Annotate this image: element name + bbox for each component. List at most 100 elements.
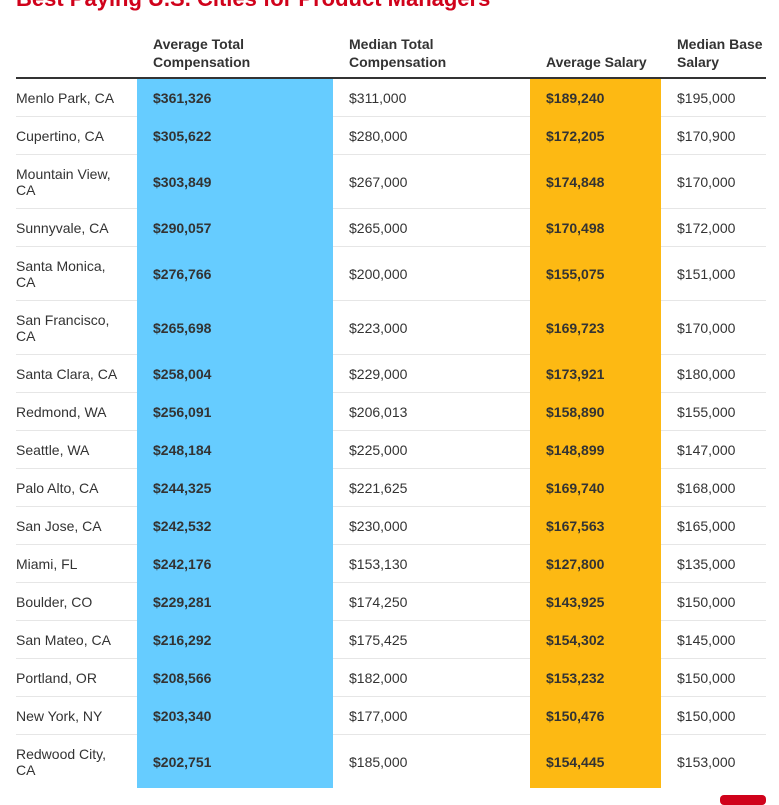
city-cell: Seattle, WA bbox=[16, 430, 137, 469]
table-row: Boulder, CO $229,281 $174,250 $143,925 $150,… bbox=[16, 582, 766, 621]
value-cell: $203,340 bbox=[137, 696, 333, 735]
value-cell: $256,091 bbox=[137, 392, 333, 431]
value-cell: $174,848 bbox=[530, 154, 661, 209]
value-cell: $154,302 bbox=[530, 620, 661, 659]
value-cell: $165,000 bbox=[661, 506, 766, 545]
value-cell: $303,849 bbox=[137, 154, 333, 209]
value-cell: $244,325 bbox=[137, 468, 333, 507]
value-cell: $180,000 bbox=[661, 354, 766, 393]
value-cell: $248,184 bbox=[137, 430, 333, 469]
value-cell: $177,000 bbox=[333, 696, 530, 735]
table-row: Palo Alto, CA $244,325 $221,625 $169,740 $16… bbox=[16, 468, 766, 507]
value-cell: $216,292 bbox=[137, 620, 333, 659]
value-cell: $290,057 bbox=[137, 208, 333, 247]
value-cell: $185,000 bbox=[349, 753, 408, 770]
value-cell: $143,925 bbox=[530, 582, 661, 621]
salary-table: Average Total Compensation Median Total C… bbox=[16, 35, 766, 788]
city-cell: Santa Clara, CA bbox=[16, 354, 137, 393]
city-cell: Portland, OR bbox=[16, 658, 137, 697]
value-cell: $135,000 bbox=[661, 544, 766, 583]
value-cell: $150,000 bbox=[661, 658, 766, 697]
value-cell: $276,766 bbox=[137, 246, 333, 301]
value-cell: $206,013 bbox=[333, 392, 530, 431]
table-row: San Mateo, CA $216,292 $175,425 $154,302 $14… bbox=[16, 620, 766, 659]
city-cell: Boulder, CO bbox=[16, 582, 137, 621]
city-cell: Palo Alto, CA bbox=[16, 468, 137, 507]
table-row: Cupertino, CA $305,622 $280,000 $172,205 $17… bbox=[16, 116, 766, 155]
value-cell: $150,000 bbox=[661, 582, 766, 621]
value-cell: $167,563 bbox=[530, 506, 661, 545]
value-cell: $153,130 bbox=[333, 544, 530, 583]
value-cell: $170,900 bbox=[661, 116, 766, 155]
value-cell: $170,000 bbox=[661, 300, 766, 355]
value-cell: $150,000 bbox=[661, 696, 766, 735]
value-cell: $155,000 bbox=[661, 392, 766, 431]
value-cell: $175,425 bbox=[333, 620, 530, 659]
value-cell: $182,000 bbox=[333, 658, 530, 697]
value-cell: $202,751 bbox=[137, 734, 333, 788]
value-cell: $225,000 bbox=[333, 430, 530, 469]
value-cell: $153,232 bbox=[530, 658, 661, 697]
column-header: Median Total Compensation bbox=[333, 35, 530, 79]
value-cell: $311,000 bbox=[333, 78, 530, 117]
value-cell: $223,000 bbox=[333, 300, 530, 355]
table-row: Seattle, WA $248,184 $225,000 $148,899 $147,… bbox=[16, 430, 766, 469]
value-cell: $170,498 bbox=[530, 208, 661, 247]
title: Best Paying U.S. Cities for Product Mana… bbox=[16, 0, 490, 12]
value-cell: $151,000 bbox=[661, 246, 766, 301]
value-cell: $265,000 bbox=[333, 208, 530, 247]
city-cell: San Francisco, CA bbox=[16, 300, 137, 355]
table-body: Menlo Park, CA $361,326 $311,000 $189,240 $1… bbox=[16, 78, 766, 788]
value-cell: $127,800 bbox=[530, 544, 661, 583]
value-cell: $154,445 bbox=[530, 734, 661, 788]
column-header: Average Total Compensation bbox=[137, 35, 333, 79]
value-cell: $229,281 bbox=[137, 582, 333, 621]
value-cell: $150,476 bbox=[530, 696, 661, 735]
city-cell: Sunnyvale, CA bbox=[16, 208, 137, 247]
value-cell: $200,000 bbox=[333, 246, 530, 301]
value-cell: $169,740 bbox=[530, 468, 661, 507]
value-cell: $258,004 bbox=[137, 354, 333, 393]
value-cell: $153,000 bbox=[677, 753, 736, 770]
value-cell: $305,622 bbox=[137, 116, 333, 155]
city-cell: Menlo Park, CA bbox=[16, 78, 137, 117]
value-cell: $242,532 bbox=[137, 506, 333, 545]
city-cell: Miami, FL bbox=[16, 544, 137, 583]
value-cell: $172,205 bbox=[530, 116, 661, 155]
city-cell: New York, NY bbox=[16, 696, 137, 735]
value-cell: $158,890 bbox=[530, 392, 661, 431]
button[interactable] bbox=[720, 795, 766, 805]
value-cell: $265,698 bbox=[137, 300, 333, 355]
value-cell: $148,899 bbox=[530, 430, 661, 469]
column-header bbox=[16, 35, 137, 79]
value-cell: $174,250 bbox=[333, 582, 530, 621]
value-cell: $242,176 bbox=[137, 544, 333, 583]
table-row: Miami, FL $242,176 $153,130 $127,800 $135,00… bbox=[16, 544, 766, 583]
value-cell: $361,326 bbox=[137, 78, 333, 117]
table-row: San Francisco, CA $265,698 $223,000 $169,72… bbox=[16, 300, 766, 355]
header-row: Average Total Compensation Median Total C… bbox=[16, 35, 766, 79]
table-row: San Jose, CA $242,532 $230,000 $167,563 $165… bbox=[16, 506, 766, 545]
value-cell: $147,000 bbox=[661, 430, 766, 469]
table-row: Santa Monica, CA $276,766 $200,000 $155,075… bbox=[16, 246, 766, 301]
table-row: Menlo Park, CA $361,326 $311,000 $189,240 $1… bbox=[16, 78, 766, 117]
city-cell: Mountain View, CA bbox=[16, 154, 137, 209]
value-cell: $155,075 bbox=[530, 246, 661, 301]
value-cell: $173,921 bbox=[530, 354, 661, 393]
value-cell: $280,000 bbox=[333, 116, 530, 155]
value-cell: $221,625 bbox=[333, 468, 530, 507]
city-cell: Santa Monica, CA bbox=[16, 246, 137, 301]
city-cell: Redmond, WA bbox=[16, 392, 137, 431]
value-cell: $170,000 bbox=[661, 154, 766, 209]
table-row: New York, NY $203,340 $177,000 $150,476 $150… bbox=[16, 696, 766, 735]
city-cell: Redwood City, CA bbox=[16, 745, 107, 778]
value-cell: $168,000 bbox=[661, 468, 766, 507]
city-cell: San Mateo, CA bbox=[16, 620, 137, 659]
value-cell: $189,240 bbox=[530, 78, 661, 117]
city-cell: Cupertino, CA bbox=[16, 116, 137, 155]
value-cell: $169,723 bbox=[530, 300, 661, 355]
city-cell: San Jose, CA bbox=[16, 506, 137, 545]
table-row: Redwood City, CA $202,751 $185,000 $154,445… bbox=[16, 734, 766, 788]
table-row: Redmond, WA $256,091 $206,013 $158,890 $155,… bbox=[16, 392, 766, 431]
